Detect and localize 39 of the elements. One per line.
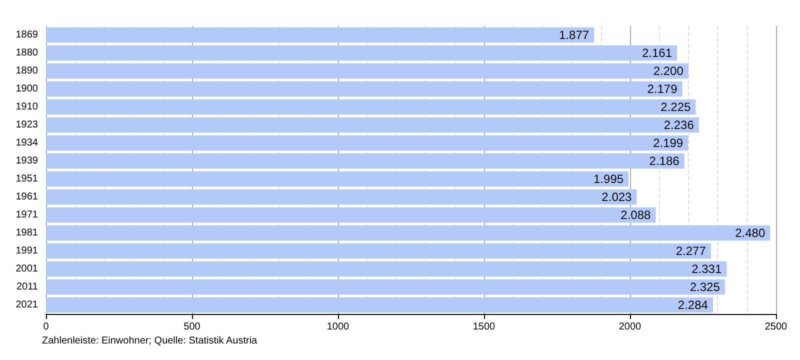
data-label: 2.277 — [676, 244, 706, 258]
y-tick-label: 1890 — [16, 66, 38, 76]
data-label: 2.199 — [653, 136, 684, 150]
y-tick-label: 1991 — [16, 246, 38, 256]
x-tick-label: 2500 — [764, 322, 788, 332]
x-tick-label: 500 — [184, 322, 201, 332]
y-tick-label: 1961 — [16, 192, 38, 202]
y-tick-label: 2021 — [16, 300, 38, 310]
data-label: 2.088 — [620, 208, 652, 222]
y-tick-label: 2011 — [16, 282, 38, 292]
y-tick-label: 1900 — [16, 84, 38, 94]
y-tick-label: 1981 — [16, 228, 38, 238]
data-label: 1.995 — [594, 172, 624, 186]
data-label: 2.161 — [642, 46, 672, 60]
data-label: 2.331 — [692, 262, 722, 276]
y-tick-label: 1869 — [16, 30, 38, 40]
x-tick-label: 2000 — [618, 322, 642, 332]
x-tick-label: 0 — [43, 322, 50, 332]
text: Zahlenleiste: Einwohner; Quelle: Statistik Austria — [42, 336, 258, 346]
data-label: 2.480 — [735, 226, 766, 240]
y-tick-label: 1880 — [16, 48, 38, 58]
y-tick-label: 1910 — [16, 102, 38, 112]
data-label: 2.284 — [678, 298, 708, 312]
data-label: 2.186 — [649, 154, 680, 168]
data-label: 2.236 — [664, 118, 694, 132]
y-tick-label: 1951 — [16, 174, 38, 184]
x-tick-label: 1500 — [472, 322, 496, 332]
data-label: 1.877 — [559, 28, 590, 42]
y-tick-label: 1923 — [16, 120, 38, 130]
data-label: 2.200 — [653, 64, 684, 78]
data-label: 2.225 — [660, 100, 692, 114]
data-label: 2.179 — [647, 82, 678, 96]
y-tick-label: 1934 — [16, 138, 38, 148]
x-tick-label: 1000 — [326, 322, 350, 332]
y-tick-label: 1971 — [16, 210, 38, 220]
data-label: 2.023 — [602, 190, 632, 204]
data-label: 2.325 — [690, 280, 720, 294]
y-tick-label: 2001 — [16, 264, 38, 274]
y-tick-label: 1939 — [16, 156, 38, 166]
